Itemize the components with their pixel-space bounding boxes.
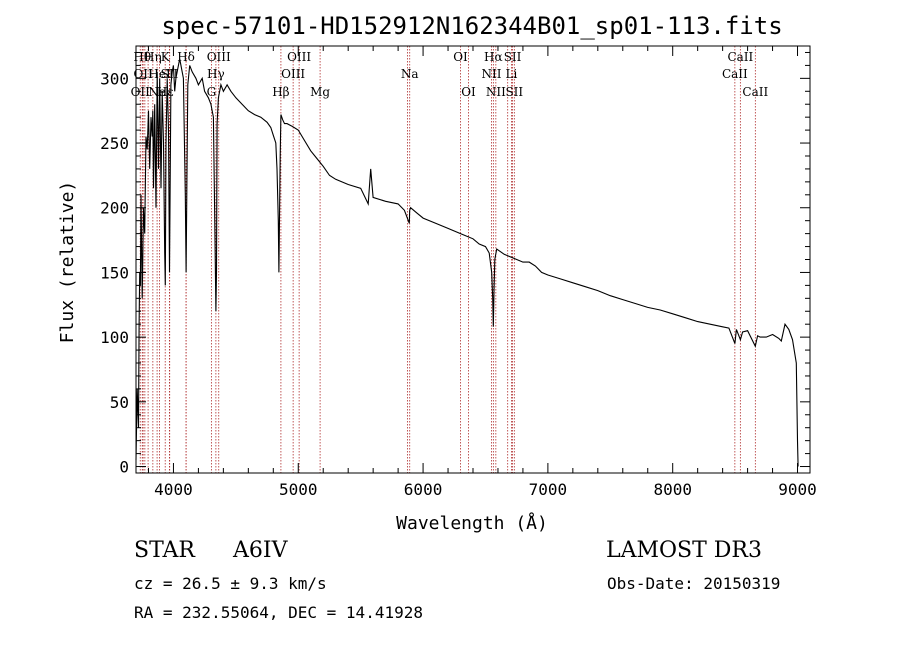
line-label: OIII [281,67,305,81]
x-tick-label: 9000 [778,480,817,499]
redshift-readout: cz = 26.5 ± 9.3 km/s [134,574,327,593]
line-label: Hα [484,50,503,64]
line-label: OI [461,85,476,99]
chart-title: spec-57101-HD152912N162344B01_sp01-113.f… [161,12,782,40]
y-tick-label: 300 [100,69,129,88]
object-class: STAR A6IV [134,538,325,563]
y-tick-label: 250 [100,134,129,153]
line-label: Hβ [272,85,289,99]
y-tick-label: 150 [100,263,129,282]
line-label: OII [131,85,151,99]
line-label: NII [481,67,501,81]
y-tick-label: 0 [119,458,129,477]
line-label: SII [505,85,523,99]
emission-line-markers [139,46,756,473]
line-label: Na [401,67,419,81]
line-label: CaII [742,85,768,99]
emission-line-labels: OIIHθOIIHηNeHeIKHεSIIHδGHγOIIIHβOIIIOIII… [131,50,769,99]
line-label: G [207,85,217,99]
coordinates: RA = 232.55064, DEC = 14.41928 [134,603,423,622]
y-axis-label: Flux (relative) [57,181,78,344]
x-tick-label: 6000 [404,480,443,499]
subclass-label: A6IV [233,538,288,563]
x-axis-ticks: 4000 5000 6000 7000 8000 9000 [147,46,817,499]
line-label: OIII [287,50,311,64]
line-label: Hε [157,85,174,99]
line-label: NII [486,85,506,99]
line-label: CaII [722,67,748,81]
y-axis-ticks: 0 50 100 150 200 250 300 [100,51,810,477]
spectrum-line [135,58,799,467]
y-tick-label: 200 [100,199,129,218]
plot-frame [135,45,811,474]
y-tick-label: 50 [110,393,129,412]
x-tick-label: 7000 [529,480,568,499]
line-label: Hθ [133,50,151,64]
line-label: CaII [727,50,753,64]
obs-date: Obs-Date: 20150319 [607,574,781,593]
y-tick-label: 100 [100,328,129,347]
line-label: OI [453,50,468,64]
x-axis-label: Wavelength (Å) [396,512,548,534]
survey-label: LAMOST DR3 [606,538,762,563]
line-label: HeI [148,67,171,81]
line-label: OII [133,67,153,81]
x-tick-label: 8000 [653,480,692,499]
line-label: OIII [207,50,231,64]
line-label: Mg [310,85,330,99]
line-label: Hγ [207,67,225,81]
x-tick-label: 4000 [154,480,193,499]
line-label: Hδ [177,50,195,64]
line-label: K [161,50,171,64]
line-label: SII [504,50,522,64]
line-label: Hη [144,50,162,64]
line-label: Li [506,67,518,81]
x-tick-label: 5000 [279,480,318,499]
class-label: STAR [134,538,195,563]
